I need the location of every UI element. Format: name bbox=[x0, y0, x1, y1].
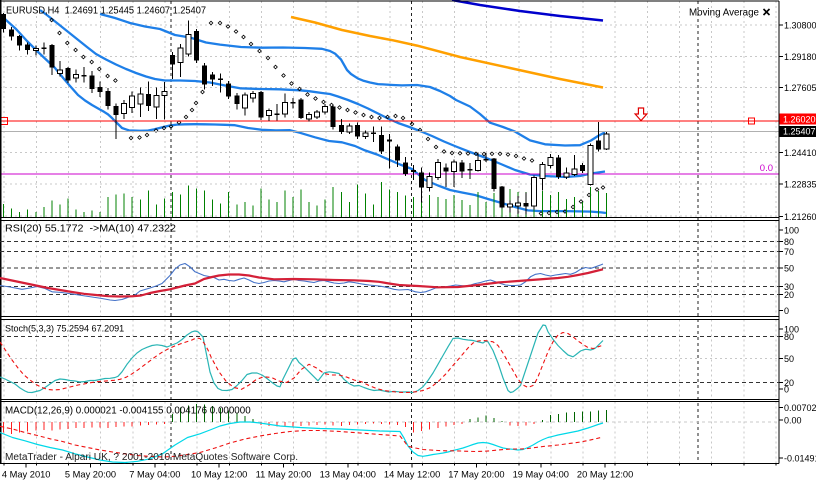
svg-text:17 May 20:00: 17 May 20:00 bbox=[448, 470, 504, 480]
svg-text:1.22835: 1.22835 bbox=[784, 180, 816, 190]
svg-text:13 May 04:00: 13 May 04:00 bbox=[320, 470, 376, 480]
svg-text:19 May 04:00: 19 May 04:00 bbox=[513, 470, 569, 480]
svg-text:70: 70 bbox=[784, 247, 794, 257]
svg-text:EURUSD,H4 1.24691 1.25445 1.2: EURUSD,H4 1.24691 1.25445 1.24607 1.2540… bbox=[6, 6, 206, 17]
svg-text:1.24410: 1.24410 bbox=[784, 148, 816, 158]
svg-text:20: 20 bbox=[784, 378, 794, 388]
svg-text:0.007022: 0.007022 bbox=[784, 403, 816, 413]
svg-text:4 May 2010: 4 May 2010 bbox=[2, 470, 51, 480]
svg-text:MetaTrader - Alpari UK, ? 2001: MetaTrader - Alpari UK, ? 2001-2010 Meta… bbox=[5, 452, 298, 463]
svg-text:MACD(12,26,9) 0.000021 -0.0041: MACD(12,26,9) 0.000021 -0.004155 0.00417… bbox=[5, 406, 251, 417]
svg-text:50: 50 bbox=[784, 354, 794, 364]
svg-text:80: 80 bbox=[784, 237, 794, 247]
svg-text:0.00: 0.00 bbox=[784, 416, 802, 426]
svg-text:Stoch(5,3,3) 75.2594 67.2091: Stoch(5,3,3) 75.2594 67.2091 bbox=[5, 324, 124, 334]
svg-text:0: 0 bbox=[784, 385, 789, 395]
svg-text:14 May 12:00: 14 May 12:00 bbox=[384, 470, 440, 480]
svg-text:7 May 04:00: 7 May 04:00 bbox=[129, 470, 180, 480]
svg-text:1.21260: 1.21260 bbox=[784, 212, 816, 222]
svg-text:30: 30 bbox=[784, 282, 794, 292]
svg-text:100: 100 bbox=[784, 226, 799, 236]
svg-text:20: 20 bbox=[784, 290, 794, 300]
svg-text:1.26020: 1.26020 bbox=[783, 114, 816, 124]
svg-text:1.30800: 1.30800 bbox=[784, 20, 816, 30]
svg-text:0.0: 0.0 bbox=[760, 163, 773, 174]
svg-text:1.27605: 1.27605 bbox=[784, 83, 816, 93]
svg-text:1.29180: 1.29180 bbox=[784, 52, 816, 62]
svg-text:1.25407: 1.25407 bbox=[783, 127, 816, 137]
svg-text:10 May 12:00: 10 May 12:00 bbox=[191, 470, 247, 480]
svg-text:-0.01491: -0.01491 bbox=[784, 454, 816, 464]
svg-text:50: 50 bbox=[784, 264, 794, 274]
svg-text:11 May 20:00: 11 May 20:00 bbox=[256, 470, 312, 480]
svg-text:Moving Average: Moving Average bbox=[689, 8, 759, 19]
svg-text:100: 100 bbox=[784, 325, 799, 335]
svg-text:20 May 12:00: 20 May 12:00 bbox=[577, 470, 633, 480]
svg-text:80: 80 bbox=[784, 332, 794, 342]
svg-text:RSI(20) 55.1772 ->MA(10) 47.2: RSI(20) 55.1772 ->MA(10) 47.2322 bbox=[5, 223, 176, 235]
svg-text:0: 0 bbox=[784, 306, 789, 316]
svg-text:5 May 20:00: 5 May 20:00 bbox=[65, 470, 116, 480]
